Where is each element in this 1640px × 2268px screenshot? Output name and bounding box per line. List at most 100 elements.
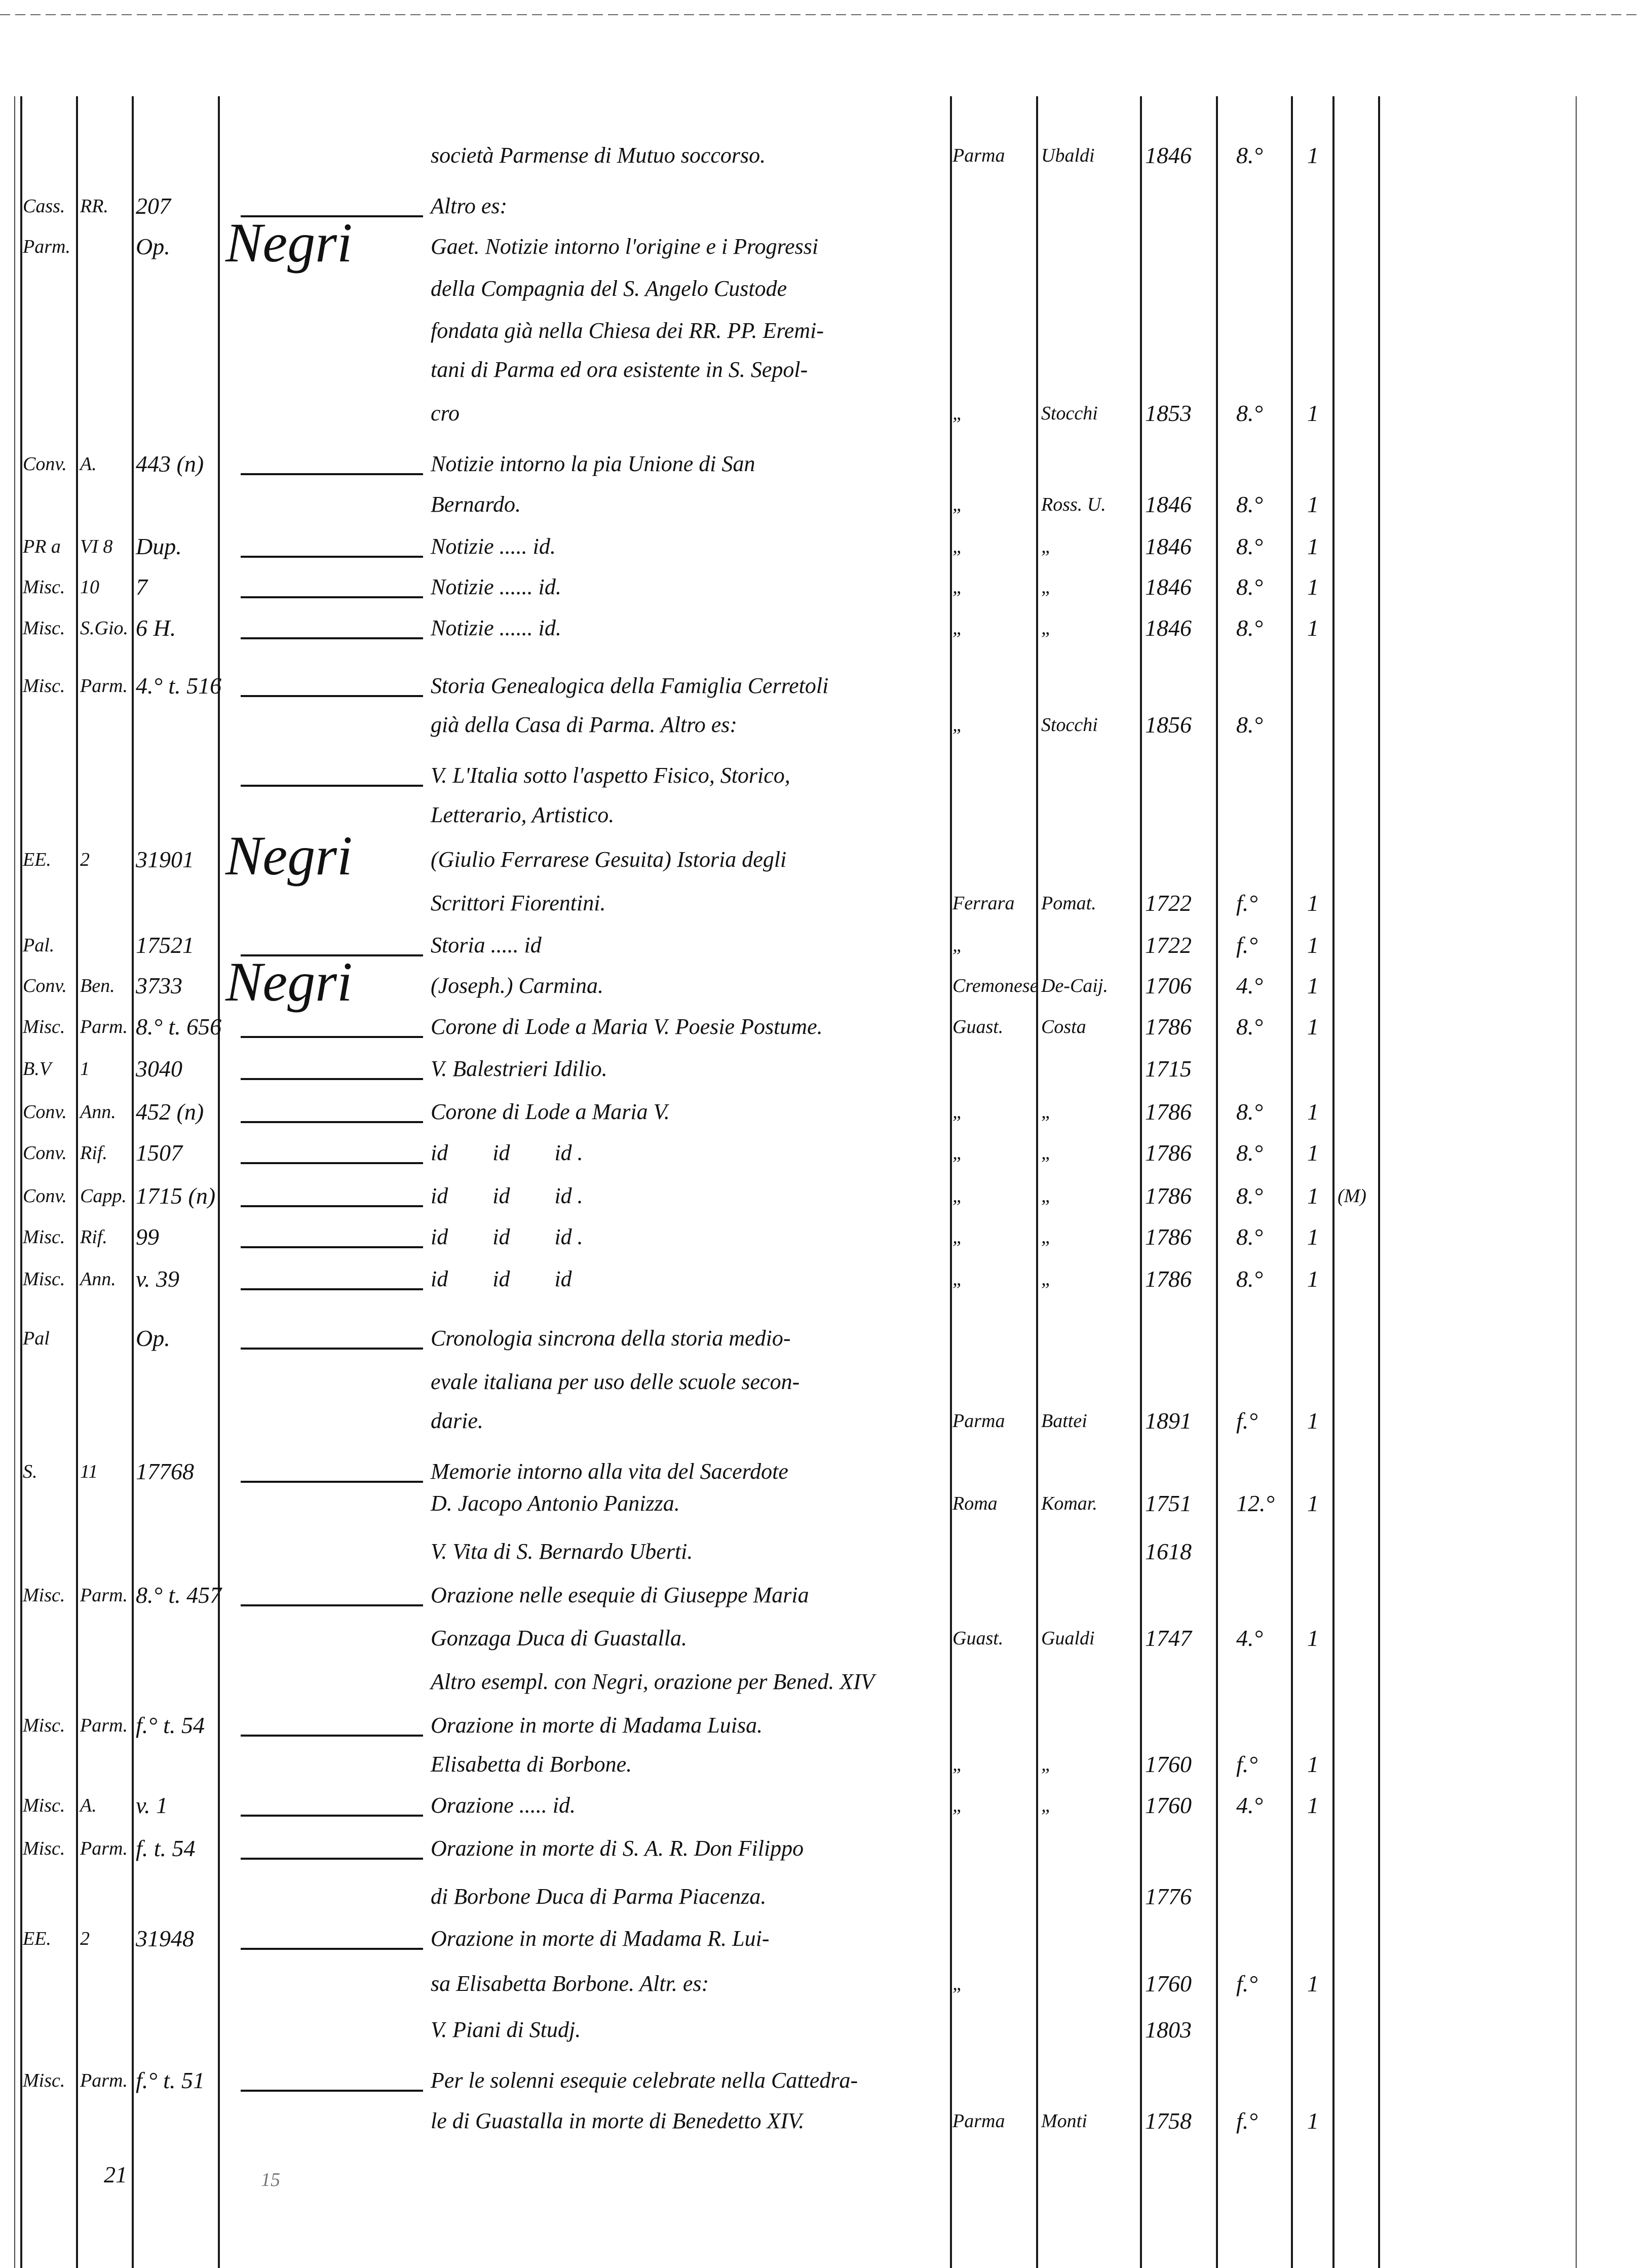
shelf-section: Parm. [80,2070,128,2091]
year: 1853 [1145,400,1192,426]
shelf-number: 7 [136,574,147,600]
copies: 1 [1307,142,1319,168]
format: 8.° [1236,533,1263,559]
column-rule [950,96,952,2268]
shelf-section: 1 [80,1058,90,1080]
entry-title: Bernardo. [431,492,521,517]
publisher: „ [1041,1795,1052,1816]
publisher: Costa [1041,1016,1086,1037]
year: 1722 [1145,932,1192,958]
format: 8.° [1236,1224,1263,1250]
entry-title: Storia Genealogica della Famiglia Cerret… [431,673,829,698]
format: 4.° [1236,1792,1263,1818]
format: 8.° [1236,574,1263,600]
shelf-section: 2 [80,849,90,870]
column-rule [20,96,22,2268]
publisher: Stocchi [1041,714,1098,736]
shelf-number: 8.° t. 656 [136,1014,222,1040]
shelf-number: v. 39 [136,1266,180,1292]
shelf-section: Parm. [80,675,128,697]
entry-title: fondata già nella Chiesa dei RR. PP. Ere… [431,318,824,343]
entry-title: id id id [431,1266,572,1291]
entry-title: Notizie ...... id. [431,574,561,599]
year: 1846 [1145,491,1192,517]
ditto-author-rule [241,2090,423,2092]
year: 1846 [1145,533,1192,559]
copies: 1 [1307,533,1319,559]
column-rule [14,96,15,2268]
entry-title: (Giulio Ferrarese Gesuita) Istoria degli [431,847,787,872]
shelf-section: RR. [80,196,108,217]
format: 12.° [1236,1490,1275,1516]
year: 1786 [1145,1266,1192,1292]
publisher: „ [1041,576,1052,598]
entry-title: tani di Parma ed ora esistente in S. Sep… [431,357,808,382]
year: 1722 [1145,890,1192,916]
year: 1760 [1145,1792,1192,1818]
place-of-publication: Guast. [952,1628,1004,1649]
shelf-number: Op. [136,234,170,259]
shelf-collection: Pal [23,1328,50,1349]
format: 8.° [1236,1099,1263,1125]
place-of-publication: Parma [952,145,1005,166]
year: 1786 [1145,1099,1192,1125]
shelf-section: S.Gio. [80,618,128,639]
shelf-number: v. 1 [136,1792,168,1818]
year: 1846 [1145,574,1192,600]
entry-title: Orazione in morte di Madama R. Lui- [431,1926,770,1951]
ditto-author-rule [241,1735,423,1737]
format: f.° [1236,890,1258,916]
place-of-publication: „ [952,935,964,956]
format: f.° [1236,1751,1258,1777]
ditto-author-rule [241,1348,423,1350]
shelf-collection: Misc. [23,1838,65,1859]
place-of-publication: Parma [952,1410,1005,1432]
publisher: Battei [1041,1410,1087,1432]
publisher: „ [1041,536,1052,557]
shelf-collection: EE. [23,849,51,870]
column-rule [76,96,78,2268]
publisher: De-Caij. [1041,975,1108,996]
author-name: Negri [225,212,353,274]
place-of-publication: Guast. [952,1016,1004,1037]
year: 1618 [1145,1539,1192,1564]
shelf-collection: Cass. [23,196,65,217]
entry-title: cro [431,401,460,426]
format: 8.° [1236,615,1263,641]
ditto-author-rule [241,1078,423,1080]
ditto-author-rule [241,215,423,217]
shelf-number: 1715 (n) [136,1183,216,1209]
publisher: Komar. [1041,1493,1097,1514]
year: 1856 [1145,712,1192,738]
year: 1891 [1145,1408,1192,1434]
shelf-section: Parm. [80,1715,128,1736]
entry-title: Corone di Lode a Maria V. [431,1099,670,1124]
copies: 1 [1307,1014,1319,1040]
shelf-collection: PR a [23,536,61,557]
entry-title: Gaet. Notizie intorno l'origine e i Prog… [431,234,819,259]
shelf-collection: Conv. [23,1101,67,1123]
copies: 1 [1307,890,1319,916]
publisher: „ [1041,1185,1052,1207]
publisher: „ [1041,1226,1052,1248]
shelf-section: 11 [80,1461,98,1482]
format: f.° [1236,1971,1258,1996]
entry-title: Orazione in morte di S. A. R. Don Filipp… [431,1836,804,1861]
format: f.° [1236,932,1258,958]
publisher: „ [1041,1268,1052,1290]
column-rule [1291,96,1293,2268]
entry-title: darie. [431,1408,483,1433]
format: f.° [1236,1408,1258,1434]
shelf-collection: Misc. [23,2070,65,2091]
year: 1706 [1145,973,1192,998]
column-rule [1036,96,1038,2268]
shelf-number: 17768 [136,1458,194,1484]
year: 1786 [1145,1014,1192,1040]
shelf-number: Op. [136,1325,170,1351]
copies: 1 [1307,574,1319,600]
copies: 1 [1307,1099,1319,1125]
shelf-section: Parm. [80,1585,128,1606]
copies: 1 [1307,1183,1319,1209]
entry-title: società Parmense di Mutuo soccorso. [431,143,766,168]
publisher: Stocchi [1041,403,1098,424]
